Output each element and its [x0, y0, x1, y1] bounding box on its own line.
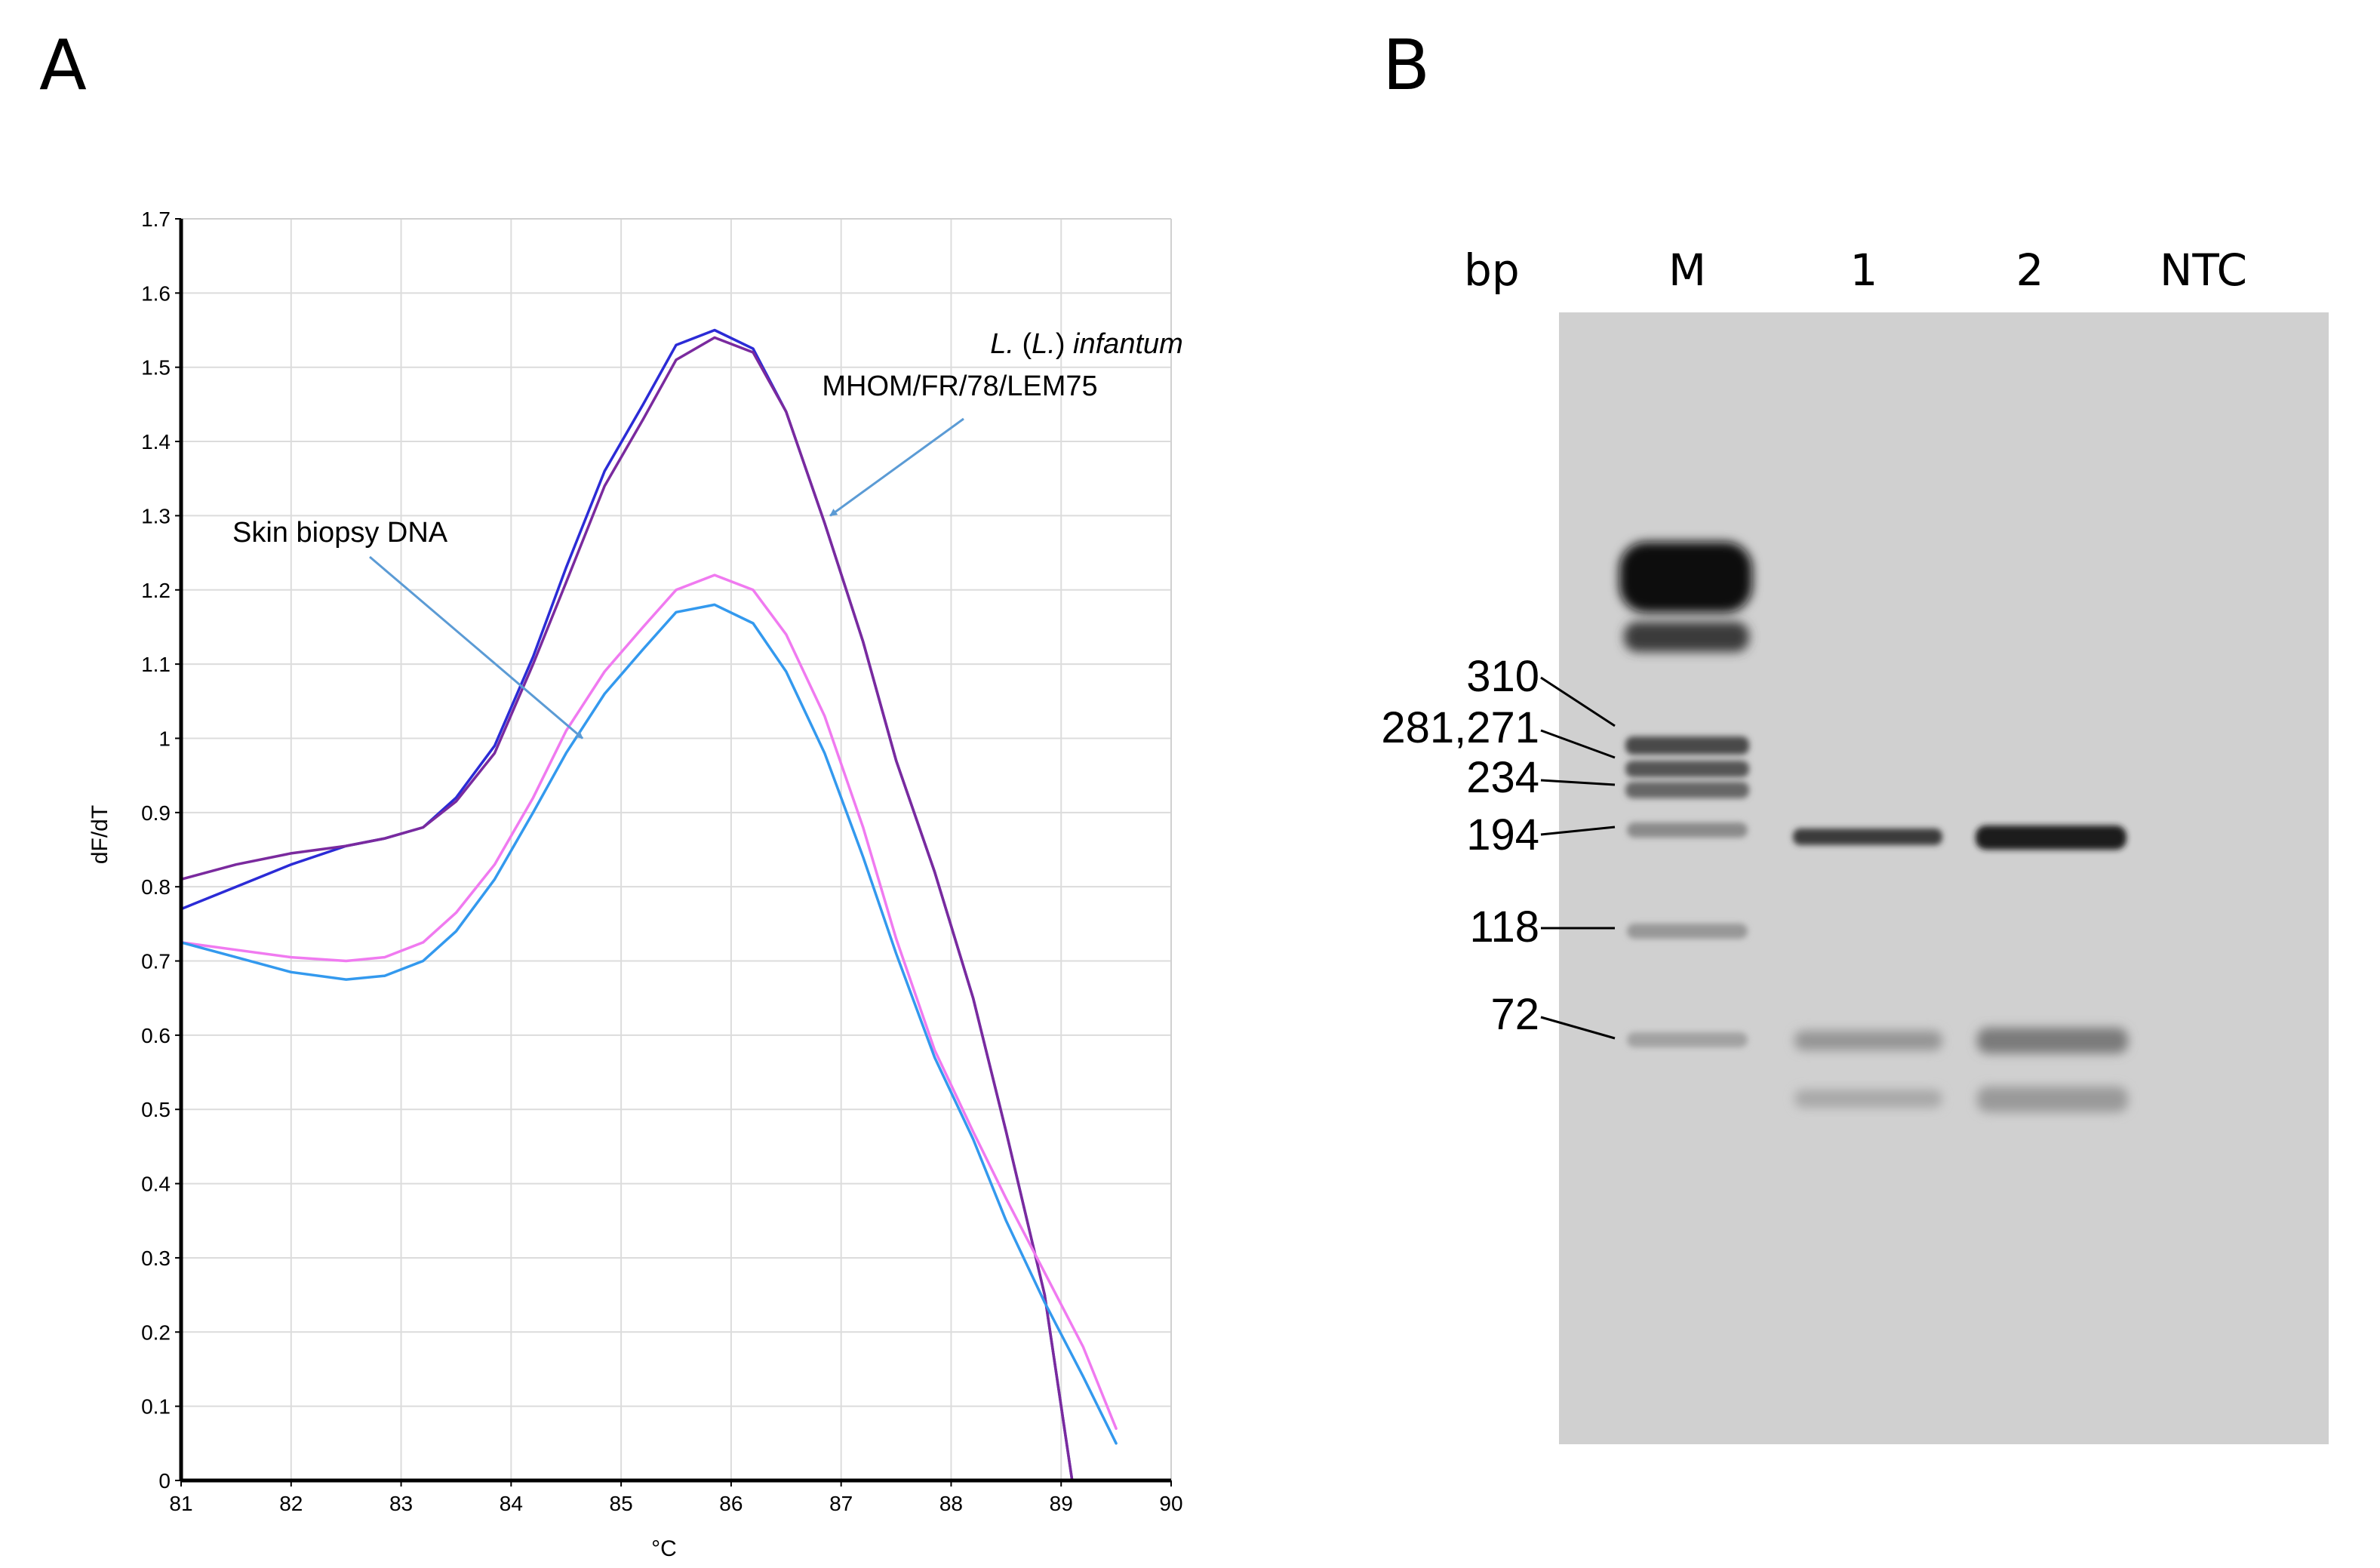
chart-series	[180, 328, 1118, 1482]
size-leader-310	[1540, 676, 1616, 727]
gel-band-ladder-top	[1619, 542, 1752, 613]
y-tick-label: 0.4	[141, 1173, 171, 1196]
y-tick-label: 0.2	[141, 1321, 171, 1344]
gel-lane-label-NTC: NTC	[2160, 244, 2247, 296]
y-tick-label: 0.6	[141, 1024, 171, 1047]
gel-lane-2	[1976, 826, 2128, 1112]
annotation-infantum-arrow	[829, 417, 964, 517]
gel-size-labels: 310 281,271 234 194 118 72	[1381, 652, 1616, 1040]
gel-band-ladder-72	[1627, 1032, 1748, 1047]
size-leader-234	[1540, 779, 1616, 786]
x-tick-label: 87	[829, 1492, 853, 1515]
chart-ticks: 81 82 83 84 85 86 87 88 89 90 0 0.1 0.2 0.3 0.4 0.5 0.6 0…	[141, 208, 1183, 1515]
x-tick-label: 81	[169, 1492, 192, 1515]
annotation-infantum-line2: MHOM/FR/78/LEM75	[822, 370, 1097, 402]
chart-axes	[179, 218, 1172, 1483]
gel-lane-M	[1619, 542, 1752, 1047]
annotation-infantum-subgenus: L.	[1032, 328, 1056, 360]
y-tick-label: 0.8	[141, 875, 171, 899]
size-leader-281-271	[1540, 729, 1616, 759]
y-tick-label: 0	[158, 1469, 171, 1493]
size-label-194: 194	[1466, 810, 1539, 859]
y-tick-label: 0.9	[141, 801, 171, 825]
y-tick-label: 1.5	[141, 356, 171, 380]
y-tick-label: 1.6	[141, 281, 171, 305]
x-tick-label: 89	[1050, 1492, 1073, 1515]
x-tick-label: 85	[610, 1492, 633, 1515]
gel-band-lane1-dimer	[1794, 1090, 1942, 1108]
x-tick-label: 88	[939, 1492, 963, 1515]
series-line-3	[180, 603, 1118, 1445]
annotation-skin-biopsy: Skin biopsy DNA	[232, 517, 584, 739]
annotation-infantum-open: (	[1014, 328, 1032, 360]
size-label-118: 118	[1470, 902, 1539, 952]
size-label-281-271: 281,271	[1381, 703, 1539, 752]
series-line-1	[180, 336, 1074, 1482]
gel-lane-label-2: 2	[2016, 244, 2044, 296]
y-tick-label: 1.7	[141, 208, 171, 231]
gel-band-lane2-72	[1977, 1028, 2128, 1053]
gel-lane-label-1: 1	[1850, 244, 1878, 296]
gel-unit-label: bp	[1464, 244, 1520, 296]
annotation-skin-biopsy-arrow	[369, 555, 584, 739]
size-label-72: 72	[1490, 990, 1539, 1039]
x-tick-label: 86	[719, 1492, 743, 1515]
gel-band-ladder-194	[1627, 822, 1748, 838]
y-tick-label: 1	[158, 727, 171, 750]
annotation-infantum-line1: L. (L.) infantum	[990, 328, 1183, 360]
gel-band-ladder-118	[1627, 924, 1748, 939]
gel-image	[1559, 312, 2329, 1444]
y-tick-label: 1.2	[141, 579, 171, 602]
x-tick-label: 90	[1159, 1492, 1182, 1515]
series-line-2	[180, 573, 1118, 1430]
panel-a-letter: A	[39, 25, 87, 106]
annotation-infantum-close: )	[1056, 328, 1073, 360]
x-axis-title: °C	[651, 1536, 677, 1561]
gel-lane-1	[1793, 829, 1942, 1108]
y-tick-label: 0.5	[141, 1098, 171, 1121]
chart-grid	[181, 218, 1171, 1480]
gel-band-lane1-194	[1793, 829, 1942, 845]
melt-curve-chart: 81 82 83 84 85 86 87 88 89 90 0 0.1 0.2 0.3 0.4 0.5 0.6 0…	[88, 208, 1183, 1561]
gel-panel: bp M 1 2 NTC 31	[1381, 244, 2329, 1444]
annotation-infantum-genus: L.	[990, 328, 1014, 360]
x-tick-label: 82	[279, 1492, 303, 1515]
gel-lane-label-M: M	[1668, 244, 1706, 296]
y-tick-label: 0.1	[141, 1395, 171, 1419]
gel-band-ladder-high	[1624, 622, 1749, 652]
y-tick-label: 1.1	[141, 653, 171, 676]
annotation-infantum: L. (L.) infantum MHOM/FR/78/LEM75	[822, 328, 1183, 517]
size-label-234: 234	[1466, 753, 1539, 802]
annotation-skin-biopsy-label: Skin biopsy DNA	[232, 517, 448, 549]
gel-band-ladder-310	[1625, 736, 1749, 755]
gel-band-lane1-72	[1794, 1031, 1942, 1050]
x-tick-label: 83	[389, 1492, 413, 1515]
panel-b-letter: B	[1382, 25, 1430, 106]
y-tick-label: 0.3	[141, 1247, 171, 1270]
annotation-infantum-species: infantum	[1073, 328, 1183, 360]
gel-band-ladder-234	[1625, 782, 1749, 798]
gel-band-lane2-dimer	[1977, 1087, 2128, 1112]
gel-band-lane2-194	[1976, 826, 2126, 850]
size-leader-72	[1540, 1016, 1616, 1040]
gel-band-ladder-281-271	[1625, 761, 1749, 777]
x-tick-label: 84	[500, 1492, 523, 1515]
plot-area	[181, 219, 1171, 1480]
y-tick-label: 1.3	[141, 504, 171, 527]
y-axis-title: dF/dT	[88, 805, 112, 864]
y-tick-label: 1.4	[141, 430, 171, 453]
size-label-310: 310	[1466, 652, 1539, 701]
y-tick-label: 0.7	[141, 950, 171, 973]
size-leader-194	[1540, 826, 1616, 836]
